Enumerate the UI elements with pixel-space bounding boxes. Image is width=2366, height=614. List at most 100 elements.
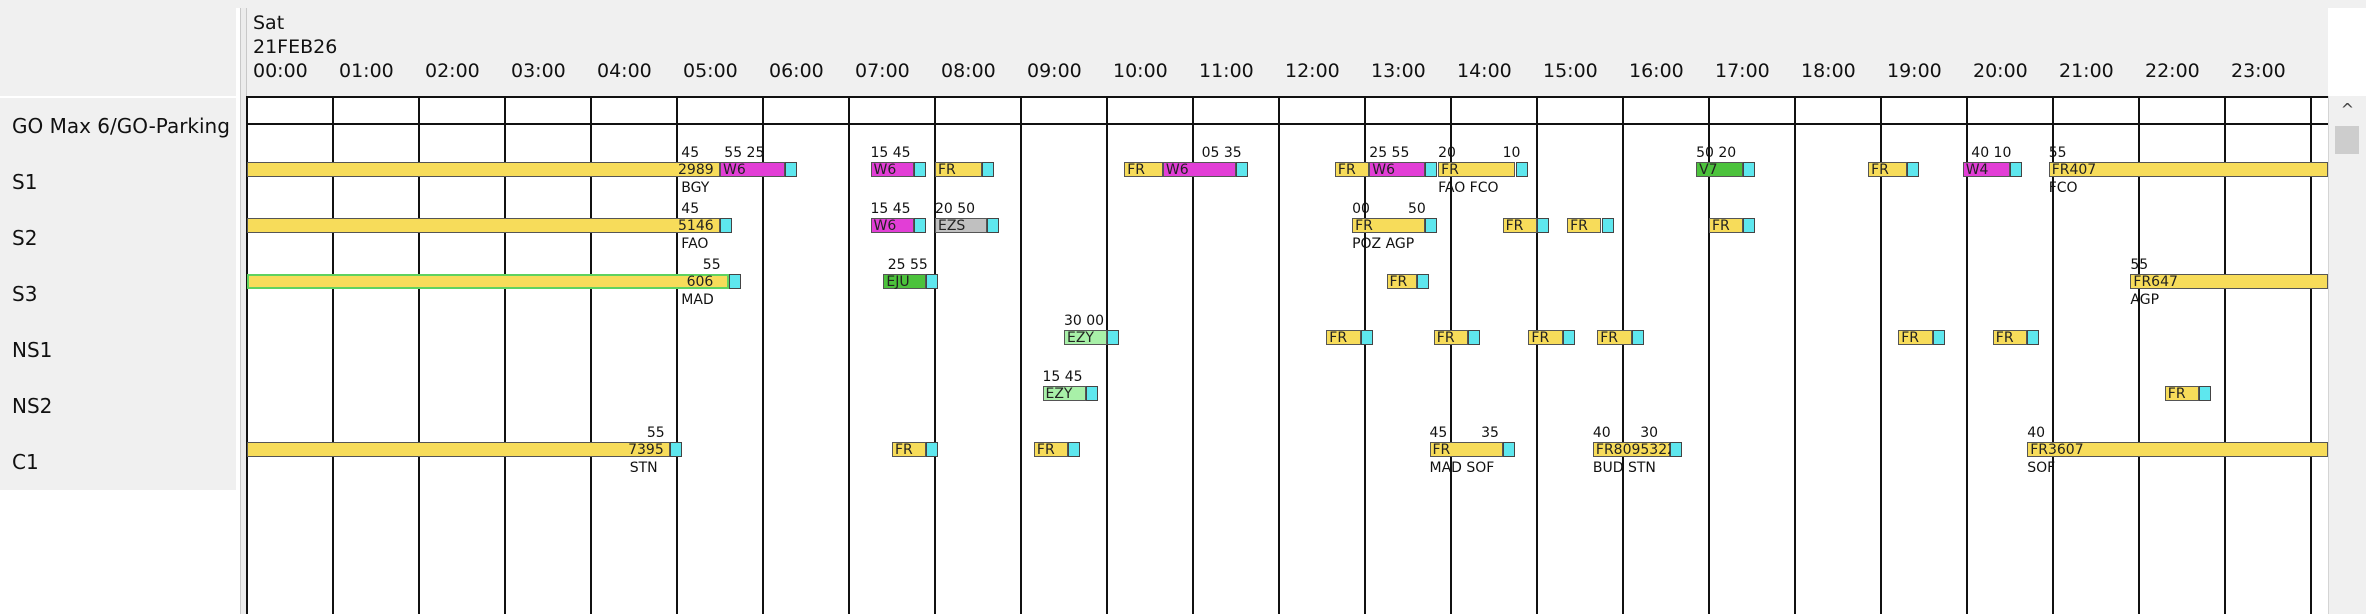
- booking-bar[interactable]: [247, 218, 720, 233]
- turnaround-marker: [986, 218, 999, 233]
- booking-bar[interactable]: [1334, 162, 1370, 177]
- booking-bar[interactable]: [1042, 386, 1086, 401]
- turnaround-marker: [1670, 442, 1683, 457]
- row-label[interactable]: S3: [0, 266, 236, 322]
- time-marker: 50: [1408, 201, 1426, 217]
- booking-bar[interactable]: [1962, 162, 2010, 177]
- time-marker: 25 55: [1369, 145, 1410, 161]
- booking-label: FR407: [2051, 162, 2097, 178]
- booking-bar[interactable]: [247, 442, 671, 457]
- turnaround-marker: [2027, 330, 2040, 345]
- hour-gridline: [2138, 96, 2140, 614]
- booking-bar[interactable]: [2048, 162, 2328, 177]
- turnaround-marker: [1502, 442, 1515, 457]
- row-label[interactable]: NS1: [0, 322, 236, 378]
- booking-label: 2989: [678, 162, 714, 178]
- row-label[interactable]: S2: [0, 210, 236, 266]
- booking-bar[interactable]: [892, 442, 927, 457]
- booking-bar[interactable]: [2027, 442, 2328, 457]
- booking-label: FR: [1600, 330, 1618, 346]
- booking-bar[interactable]: [1033, 442, 1069, 457]
- booking-bar[interactable]: [1502, 218, 1537, 233]
- booking-bar[interactable]: [1567, 218, 1602, 233]
- booking-bar[interactable]: [247, 162, 720, 177]
- booking-label: FR: [1570, 218, 1588, 234]
- hour-label: 04:00: [597, 60, 652, 82]
- booking-bar[interactable]: [1433, 330, 1469, 345]
- booking-label: FR: [1329, 330, 1348, 346]
- booking-bar[interactable]: [1992, 330, 2028, 345]
- booking-bar[interactable]: [1386, 274, 1417, 289]
- booking-bar[interactable]: [1429, 442, 1503, 457]
- turnaround-marker: [926, 274, 939, 289]
- booking-bar[interactable]: [1528, 330, 1563, 345]
- hour-label: 06:00: [769, 60, 824, 82]
- turnaround-marker: [720, 218, 732, 233]
- time-marker: 25 55: [887, 257, 928, 273]
- booking-bar[interactable]: [1124, 162, 1163, 177]
- hour-label: 14:00: [1457, 60, 1512, 82]
- booking-label: W6: [873, 162, 897, 178]
- turnaround-marker: [913, 218, 926, 233]
- row-label[interactable]: C1: [0, 434, 236, 490]
- hour-label: 03:00: [511, 60, 566, 82]
- booking-label: FR: [1901, 330, 1919, 346]
- hour-gridline: [2310, 96, 2312, 614]
- row-label[interactable]: S1: [0, 154, 236, 210]
- header-date: 21FEB26: [253, 36, 338, 58]
- hour-gridline: [1278, 96, 1280, 614]
- time-marker: 35: [1481, 425, 1499, 441]
- turnaround-marker: [784, 162, 797, 177]
- booking-bar[interactable]: [720, 162, 785, 177]
- airport-code: POZ AGP: [1352, 236, 1415, 252]
- airport-code: AGP: [2130, 292, 2160, 308]
- hour-label: 00:00: [253, 60, 308, 82]
- booking-label: EZS: [938, 218, 966, 234]
- hour-gridline: [2052, 96, 2054, 614]
- header-corner: [0, 8, 236, 96]
- booking-bar[interactable]: [935, 218, 987, 233]
- booking-bar[interactable]: [1709, 218, 1744, 233]
- booking-bar[interactable]: [2164, 386, 2200, 401]
- booking-bar[interactable]: [1597, 330, 1632, 345]
- booking-label: FR: [1531, 330, 1550, 346]
- row-label[interactable]: NS2: [0, 378, 236, 434]
- hour-label: 07:00: [855, 60, 910, 82]
- booking-bar[interactable]: [1438, 162, 1516, 177]
- hour-gridline: [1020, 96, 1022, 614]
- time-marker: 10: [1502, 145, 1521, 161]
- hour-gridline: [504, 96, 506, 614]
- turnaround-marker: [1236, 162, 1248, 177]
- booking-bar[interactable]: [1162, 162, 1236, 177]
- booking-bar[interactable]: [935, 162, 983, 177]
- hour-label: 20:00: [1973, 60, 2028, 82]
- booking-bar[interactable]: [1352, 218, 1426, 233]
- booking-bar[interactable]: [1326, 330, 1361, 345]
- booking-bar[interactable]: [1898, 330, 1933, 345]
- booking-bar[interactable]: [883, 274, 927, 289]
- airport-code: SOF: [2027, 460, 2056, 476]
- booking-label: FR: [1337, 162, 1356, 178]
- scroll-thumb[interactable]: [2335, 126, 2359, 154]
- gantt-grid[interactable]: 2989 45 BGY W6 55 25 W6 15 45 FR FR W6 05 35 FR W6 25…: [246, 96, 2328, 614]
- booking-bar[interactable]: [870, 218, 914, 233]
- booking-label: FR: [895, 442, 913, 458]
- hour-label: 22:00: [2145, 60, 2200, 82]
- booking-bar[interactable]: [1592, 442, 1671, 457]
- row-label[interactable]: GO Max 6/GO-Parking: [0, 98, 236, 154]
- booking-bar[interactable]: [2130, 274, 2328, 289]
- turnaround-marker: [1425, 218, 1438, 233]
- booking-bar[interactable]: [1369, 162, 1426, 177]
- hour-label: 23:00: [2231, 60, 2286, 82]
- vertical-scrollbar[interactable]: ^: [2328, 96, 2366, 614]
- header-day: Sat: [253, 12, 285, 34]
- booking-bar[interactable]: [1064, 330, 1107, 345]
- title-strip: [0, 0, 2366, 8]
- booking-bar[interactable]: [1868, 162, 1907, 177]
- booking-bar[interactable]: [247, 274, 729, 289]
- booking-bar[interactable]: [870, 162, 914, 177]
- scroll-up-icon[interactable]: ^: [2340, 100, 2355, 119]
- turnaround-marker: [913, 162, 926, 177]
- hour-label: 18:00: [1801, 60, 1856, 82]
- booking-bar[interactable]: [1696, 162, 1744, 177]
